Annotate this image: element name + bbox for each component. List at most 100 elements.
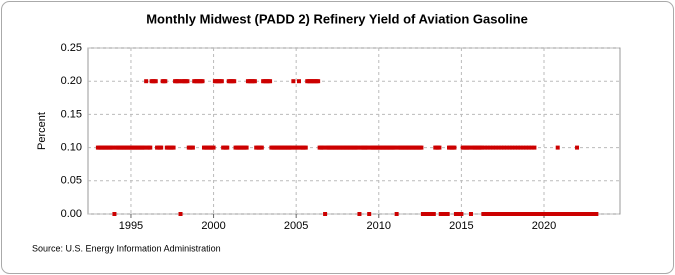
- marker: [211, 145, 216, 150]
- source: Source: U.S. Energy Information Administ…: [32, 243, 221, 253]
- marker: [142, 145, 147, 150]
- marker: [295, 145, 300, 150]
- marker: [316, 79, 321, 84]
- marker: [394, 212, 399, 216]
- marker: [491, 145, 496, 150]
- marker: [356, 145, 361, 150]
- marker: [489, 212, 494, 216]
- marker: [532, 145, 537, 150]
- x-tick-label: 1995: [119, 220, 143, 232]
- marker: [290, 145, 295, 150]
- chart-title: Monthly Midwest (PADD 2) Refinery Yield …: [146, 11, 528, 26]
- marker: [159, 145, 164, 150]
- marker: [506, 212, 511, 216]
- marker: [185, 79, 190, 84]
- marker: [244, 145, 249, 150]
- marker: [481, 212, 486, 216]
- marker: [268, 79, 273, 84]
- marker: [526, 145, 531, 150]
- marker: [495, 212, 500, 216]
- plot-area: [87, 47, 621, 215]
- x-tick-label: 2020: [532, 220, 556, 232]
- marker: [497, 212, 502, 216]
- marker: [437, 145, 442, 150]
- marker: [459, 212, 464, 216]
- marker: [112, 212, 117, 216]
- marker: [573, 212, 578, 216]
- marker: [594, 212, 599, 216]
- marker: [493, 145, 498, 150]
- marker: [485, 145, 490, 150]
- x-tick-label: 2015: [449, 220, 473, 232]
- marker: [507, 145, 512, 150]
- marker: [521, 145, 526, 150]
- marker: [500, 212, 505, 216]
- marker: [488, 145, 493, 150]
- marker: [484, 212, 489, 216]
- marker: [492, 212, 497, 216]
- marker: [232, 79, 237, 84]
- marker: [575, 145, 580, 150]
- y-tick-label: 0.15: [61, 108, 82, 120]
- y-axis-label: Percent: [36, 112, 48, 150]
- marker: [148, 145, 153, 150]
- marker: [219, 79, 224, 84]
- y-tick-label: 0.25: [61, 42, 82, 54]
- marker: [480, 145, 485, 150]
- y-tick-label: 0.20: [61, 75, 82, 87]
- marker: [200, 79, 205, 84]
- y-tick-label: 0.00: [61, 208, 82, 220]
- marker: [468, 212, 473, 216]
- marker: [467, 145, 472, 150]
- x-tick-label: 2005: [284, 220, 308, 232]
- marker: [321, 145, 326, 150]
- marker: [530, 212, 535, 216]
- marker: [144, 79, 149, 84]
- marker: [486, 212, 491, 216]
- marker: [163, 79, 168, 84]
- marker: [520, 212, 525, 216]
- marker: [431, 212, 436, 216]
- marker: [393, 145, 398, 150]
- marker: [303, 145, 308, 150]
- marker: [513, 145, 518, 150]
- marker: [528, 212, 533, 216]
- marker: [296, 79, 301, 84]
- marker: [323, 212, 328, 216]
- marker: [502, 145, 507, 150]
- marker: [499, 145, 504, 150]
- marker: [111, 145, 116, 150]
- marker: [291, 79, 296, 84]
- marker: [511, 212, 516, 216]
- marker: [555, 145, 560, 150]
- marker: [518, 145, 523, 150]
- x-tick-label: 2000: [201, 220, 225, 232]
- marker: [171, 145, 176, 150]
- marker: [482, 145, 487, 150]
- marker: [503, 212, 508, 216]
- marker: [554, 212, 559, 216]
- marker: [190, 145, 195, 150]
- marker: [252, 79, 257, 84]
- marker: [177, 79, 182, 84]
- marker: [365, 145, 370, 150]
- marker: [510, 145, 515, 150]
- marker: [515, 145, 520, 150]
- x-tick-label: 2010: [367, 220, 391, 232]
- marker: [496, 145, 501, 150]
- marker: [367, 212, 372, 216]
- marker: [225, 145, 230, 150]
- marker: [514, 212, 519, 216]
- marker: [178, 212, 183, 216]
- marker: [419, 145, 424, 150]
- marker: [445, 212, 450, 216]
- marker: [357, 212, 362, 216]
- y-tick-label: 0.10: [61, 142, 82, 154]
- y-tick-label: 0.05: [61, 175, 82, 187]
- marker: [522, 212, 527, 216]
- marker: [153, 79, 158, 84]
- marker: [524, 145, 529, 150]
- marker: [508, 212, 513, 216]
- marker: [504, 145, 509, 150]
